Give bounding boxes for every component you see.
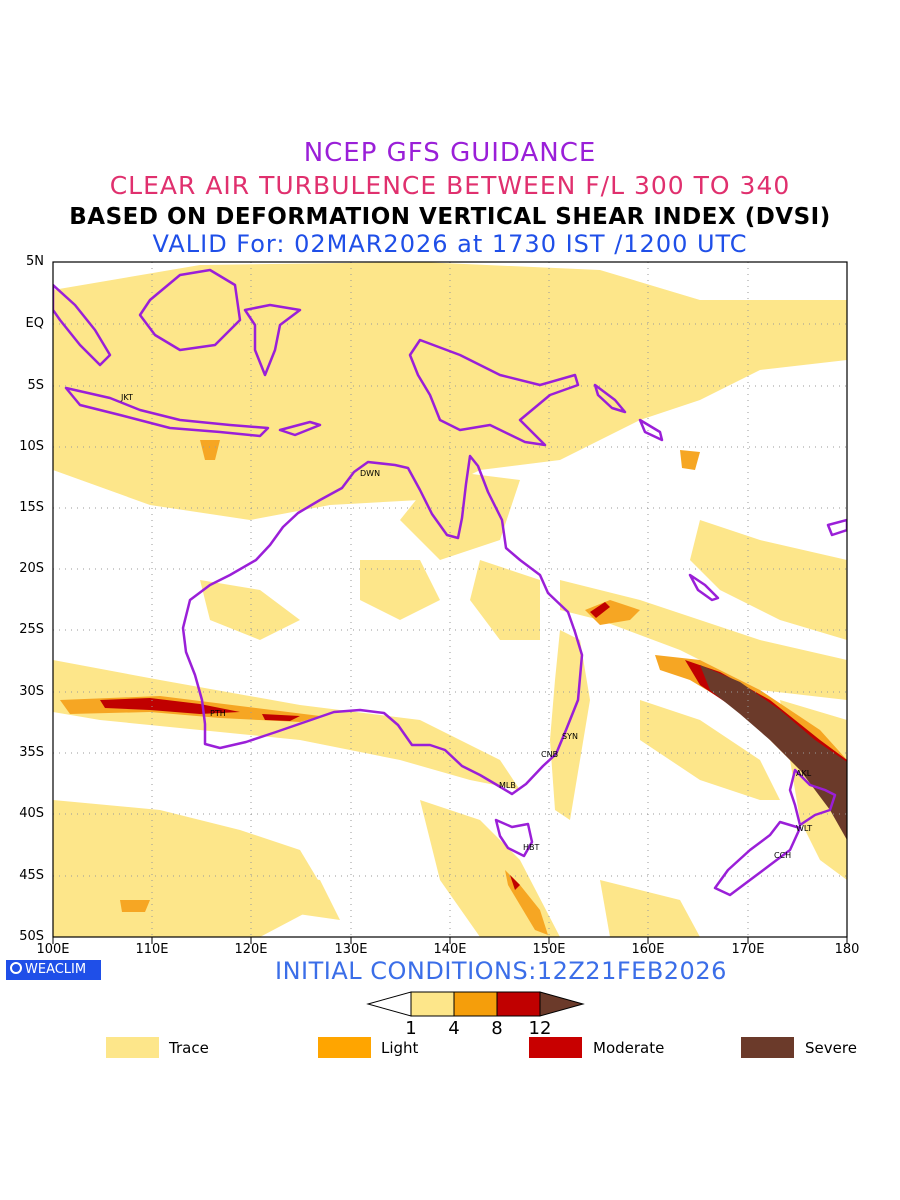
colorbar-tick: 4 <box>448 1018 460 1039</box>
lon-label: 170E <box>731 942 765 957</box>
title-line-1: NCEP GFS GUIDANCE <box>303 138 597 168</box>
lat-label: 15S <box>19 500 44 515</box>
city-pth: PTH <box>210 709 226 718</box>
lat-label: 40S <box>19 806 44 821</box>
badge-text: WEACLIM <box>25 962 87 977</box>
city-wlt: WLT <box>796 824 812 833</box>
weaclim-badge[interactable]: WEACLIM <box>6 960 101 980</box>
legend-swatch-severe <box>741 1037 794 1058</box>
legend-swatch-moderate <box>529 1037 582 1058</box>
lon-label: 120E <box>234 942 268 957</box>
lat-label: 5N <box>26 254 44 269</box>
lat-label: 30S <box>19 684 44 699</box>
lon-label: 150E <box>532 942 566 957</box>
city-cch: CCH <box>774 851 791 860</box>
legend-label-moderate: Moderate <box>593 1039 665 1057</box>
colorbar-severe-arrow <box>539 991 585 1017</box>
lon-label: 180 <box>834 942 860 957</box>
legend-swatch-trace <box>106 1037 159 1058</box>
copyright-icon <box>10 962 22 974</box>
nz-south-island <box>713 820 802 897</box>
lat-label: 50S <box>19 929 44 944</box>
lat-label: 20S <box>19 561 44 576</box>
colorbar-tick: 8 <box>491 1018 503 1039</box>
title-line-2: CLEAR AIR TURBULENCE BETWEEN F/L 300 TO … <box>109 171 791 200</box>
lat-label: 35S <box>19 745 44 760</box>
borneo-coast <box>138 268 242 352</box>
title-line-3: BASED ON DEFORMATION VERTICAL SHEAR INDE… <box>69 204 831 230</box>
lon-label: 110E <box>135 942 169 957</box>
lon-label: 100E <box>36 942 70 957</box>
solomon-islands <box>593 383 664 442</box>
sulawesi-coast <box>243 303 302 377</box>
legend-label-trace: Trace <box>169 1039 209 1057</box>
city-jkt: JKT <box>120 393 133 402</box>
nz-north-island <box>788 768 837 827</box>
legend-label-severe: Severe <box>805 1039 857 1057</box>
severe-areas <box>700 665 847 840</box>
turbulence-field <box>53 262 847 937</box>
lon-label: 130E <box>334 942 368 957</box>
trace-areas <box>53 262 847 937</box>
lon-label: 140E <box>433 942 467 957</box>
colorbar-tick: 12 <box>528 1018 552 1039</box>
city-labels: JKT DWN PTH SYN CNB MLB HBT AKL WLT CCH <box>120 393 812 860</box>
legend-label-light: Light <box>381 1039 419 1057</box>
lat-label: 45S <box>19 868 44 883</box>
lat-label: 25S <box>19 622 44 637</box>
colorbar-tick: 1 <box>405 1018 417 1039</box>
colorbar-low-arrow <box>366 991 412 1017</box>
java-coast <box>64 386 270 438</box>
legend-swatch-light <box>318 1037 371 1058</box>
colorbar-moderate <box>496 991 541 1017</box>
axis-ticks <box>52 937 848 944</box>
new-guinea-coast <box>408 338 580 447</box>
initial-conditions: INITIAL CONDITIONS:12Z21FEB2026 <box>275 957 727 985</box>
coastlines <box>53 268 847 897</box>
city-syn: SYN <box>562 732 578 741</box>
australia-coast <box>181 454 584 796</box>
colorbar-trace <box>410 991 455 1017</box>
lon-label: 160E <box>631 942 665 957</box>
grid-lines <box>53 262 847 937</box>
city-mlb: MLB <box>499 781 516 790</box>
timor-coast <box>278 420 322 437</box>
lat-label: EQ <box>25 316 44 331</box>
new-caledonia <box>688 573 720 602</box>
city-dwn: DWN <box>360 469 380 478</box>
city-hbt: HBT <box>523 843 540 852</box>
colorbar <box>366 991 585 1017</box>
tasmania-coast <box>494 818 534 858</box>
fiji <box>826 518 847 537</box>
colorbar-light <box>453 991 498 1017</box>
lat-label: 5S <box>27 378 44 393</box>
sumatra-coast <box>53 283 112 367</box>
city-akl: AKL <box>796 769 812 778</box>
valid-time: VALID For: 02MAR2026 at 1730 IST /1200 U… <box>152 230 748 258</box>
lat-label: 10S <box>19 439 44 454</box>
city-cnb: CNB <box>541 750 558 759</box>
